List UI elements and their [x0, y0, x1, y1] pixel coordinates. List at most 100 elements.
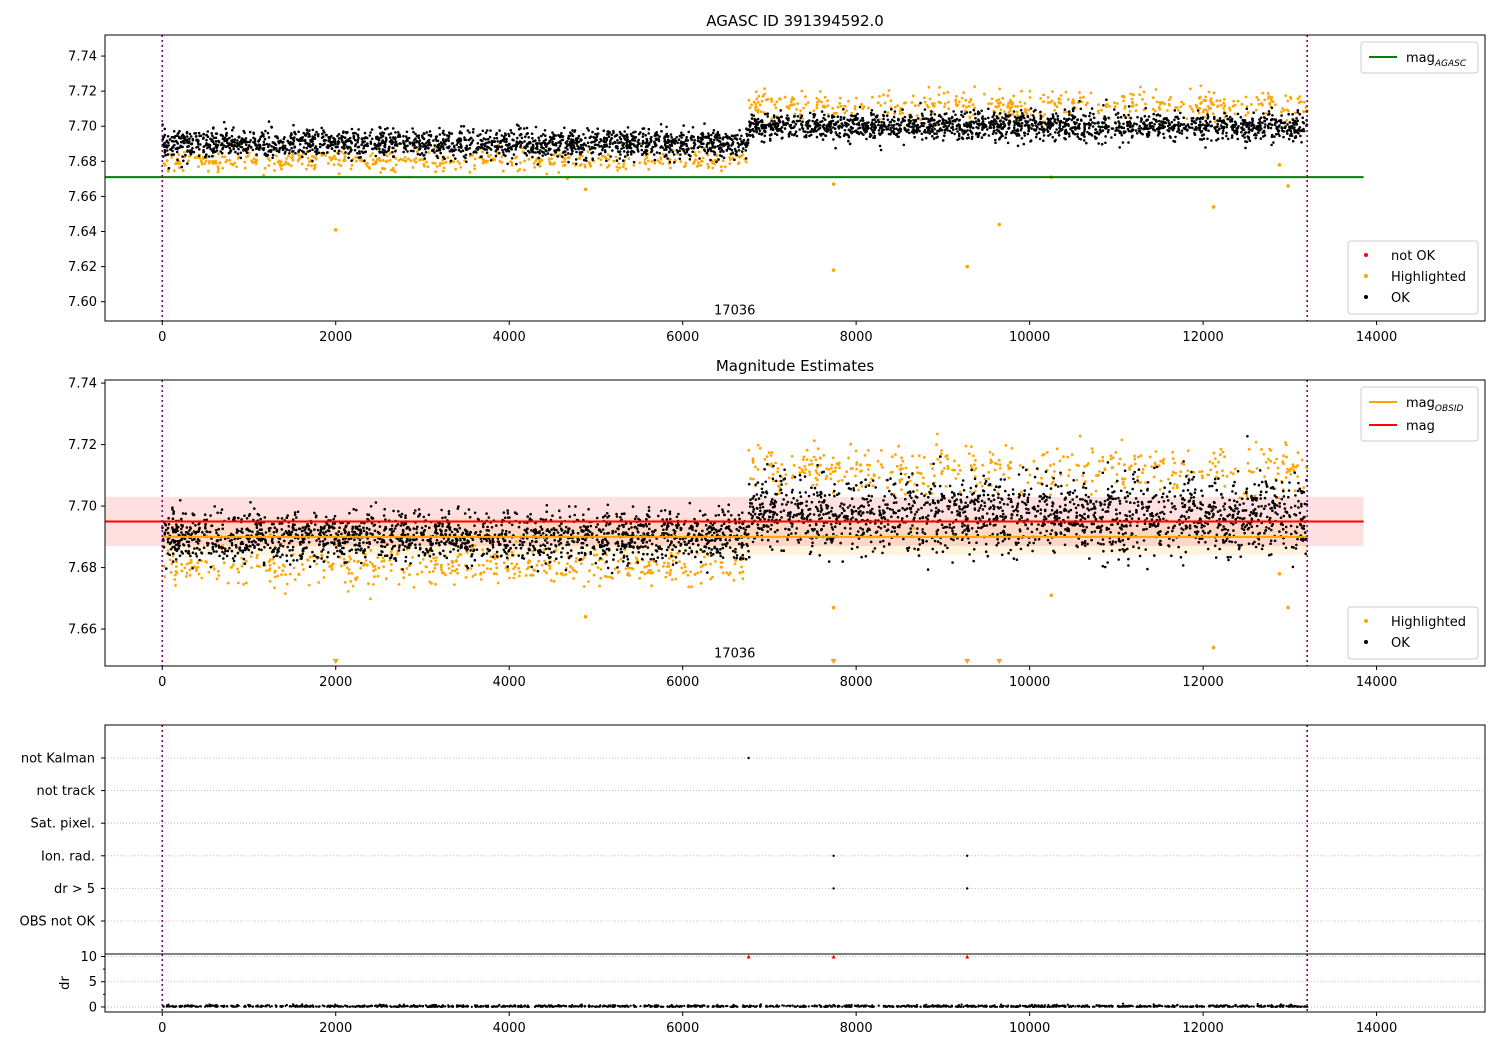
highlighted-point [243, 166, 247, 170]
ok-point [525, 126, 529, 130]
ok-point [1120, 134, 1124, 137]
highlighted-point [1019, 104, 1023, 108]
ok-point [1055, 128, 1058, 131]
ok-point [447, 131, 451, 134]
highlighted-point [382, 565, 385, 569]
highlighted-point [832, 111, 836, 115]
ok-point [396, 131, 400, 134]
ok-point [1264, 123, 1267, 126]
ok-point [595, 143, 599, 147]
ok-point [231, 128, 234, 132]
ok-point [614, 146, 618, 149]
ok-point [896, 135, 899, 138]
ok-point [1301, 116, 1304, 120]
ok-point [1049, 125, 1052, 129]
highlighted-point [1270, 96, 1274, 100]
ok-point [457, 146, 461, 149]
ok-point [1282, 130, 1285, 133]
ok-point [498, 151, 501, 155]
ok-point [560, 155, 564, 158]
highlighted-point [720, 169, 723, 173]
ok-point [418, 142, 421, 146]
ok-point [558, 144, 562, 148]
ok-point [663, 140, 666, 143]
ok-point [1268, 112, 1271, 116]
ok-point [1206, 113, 1209, 116]
highlighted-point [938, 86, 941, 89]
ok-point [257, 140, 260, 143]
ok-point [976, 112, 980, 116]
highlighted-point [577, 157, 581, 160]
ok-point [353, 144, 357, 148]
highlighted-point [1255, 95, 1259, 99]
ok-point [948, 122, 952, 125]
ok-point [601, 148, 604, 152]
highlighted-point [1078, 91, 1081, 94]
highlighted-point [548, 162, 552, 166]
highlighted-point [720, 165, 723, 169]
ok-point [498, 129, 501, 132]
ok-point [762, 123, 766, 127]
ok-point [1072, 116, 1076, 120]
ok-point [1118, 146, 1121, 149]
highlighted-point [403, 156, 407, 159]
highlighted-point [426, 165, 430, 169]
ok-point [1078, 137, 1081, 140]
ok-point [923, 122, 926, 125]
highlighted-point [226, 581, 230, 585]
ok-point [268, 143, 271, 146]
ok-point [1273, 118, 1276, 121]
highlighted-point [1222, 101, 1225, 105]
ok-point [1001, 116, 1004, 119]
ok-point [992, 129, 996, 133]
ok-point [1272, 141, 1275, 144]
ok-point [673, 161, 676, 164]
highlighted-point [967, 104, 971, 108]
highlighted-point [1254, 108, 1258, 112]
ok-point [628, 142, 632, 145]
ok-point [1134, 129, 1138, 132]
ok-point [1067, 110, 1071, 113]
highlighted-point [169, 571, 173, 574]
highlighted-point [597, 156, 600, 160]
ok-point [950, 131, 954, 134]
ok-point [953, 132, 956, 136]
ok-point [1021, 112, 1024, 115]
ok-point [402, 139, 405, 143]
ok-point [571, 129, 574, 132]
legend-marker [1364, 295, 1368, 299]
ok-point [573, 130, 576, 133]
ok-point [849, 118, 852, 121]
ok-point [812, 115, 816, 118]
highlighted-point [747, 98, 751, 102]
ok-point [749, 134, 752, 137]
highlighted-point [876, 101, 880, 105]
ok-point [660, 129, 663, 133]
ok-point [475, 147, 479, 150]
highlighted-point [1016, 113, 1019, 117]
legend-marker [1364, 274, 1368, 278]
ok-point [1129, 130, 1133, 133]
ok-point [381, 150, 384, 154]
ok-point [389, 136, 392, 139]
highlighted-point [669, 568, 673, 572]
ok-point [1217, 128, 1221, 131]
highlighted-point [481, 150, 484, 154]
highlighted-point [244, 559, 248, 563]
ok-point [1301, 121, 1305, 124]
ok-point [234, 150, 237, 154]
ok-point [744, 143, 747, 146]
ok-point [452, 145, 456, 149]
ok-point [1157, 119, 1161, 123]
ok-point [515, 140, 518, 143]
ok-point [1273, 135, 1276, 138]
ok-point [170, 135, 174, 139]
y-tick-label: 7.74 [68, 50, 97, 65]
ok-point [654, 142, 657, 145]
ok-point [742, 138, 746, 142]
ok-point [574, 158, 578, 161]
ok-point [1145, 119, 1148, 122]
highlighted-point [216, 165, 220, 169]
ok-point [701, 138, 704, 141]
ok-point [552, 137, 556, 141]
